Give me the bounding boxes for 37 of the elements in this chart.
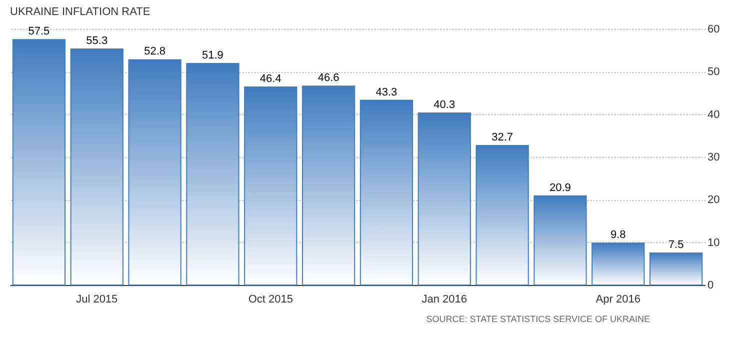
- bar: [649, 252, 703, 286]
- bar: [418, 112, 471, 286]
- bar: [70, 48, 124, 286]
- bar: [302, 86, 356, 286]
- bar: [244, 86, 298, 286]
- data-label: 57.5: [28, 26, 50, 38]
- bar: [186, 63, 240, 286]
- y-tick-label: 50: [708, 66, 720, 78]
- data-label: 46.6: [318, 72, 340, 84]
- data-label: 55.3: [86, 35, 108, 48]
- y-tick-label: 20: [708, 194, 720, 206]
- data-label: 40.3: [434, 99, 456, 112]
- chart-title: UKRAINE INFLATION RATE: [10, 6, 150, 18]
- data-label: 32.7: [492, 131, 514, 144]
- y-tick-label: 10: [708, 236, 720, 249]
- bar: [128, 59, 182, 286]
- y-tick-label: 30: [708, 152, 720, 164]
- data-label: 46.4: [260, 73, 282, 86]
- x-tick-label: Jul 2015: [76, 294, 118, 306]
- bar: [476, 144, 529, 286]
- x-tick-label: Oct 2015: [248, 294, 293, 306]
- x-tick-label: Apr 2016: [596, 294, 640, 306]
- data-label: 9.8: [610, 229, 626, 242]
- source-note: SOURCE: STATE STATISTICS SERVICE OF UKRAINE: [426, 314, 650, 324]
- data-label: 7.5: [668, 239, 684, 251]
- data-label: 20.9: [549, 182, 571, 194]
- y-tick-label: 40: [708, 108, 720, 121]
- x-tick-label: Jan 2016: [422, 294, 468, 306]
- data-label: 52.8: [144, 46, 166, 58]
- bar: [360, 100, 414, 286]
- bar: [12, 39, 66, 286]
- bar: [592, 242, 645, 286]
- bar: [534, 195, 587, 286]
- y-tick-label: 0: [708, 280, 714, 292]
- data-label: 51.9: [202, 50, 224, 62]
- data-label: 43.3: [376, 86, 398, 98]
- y-tick-label: 60: [708, 24, 720, 36]
